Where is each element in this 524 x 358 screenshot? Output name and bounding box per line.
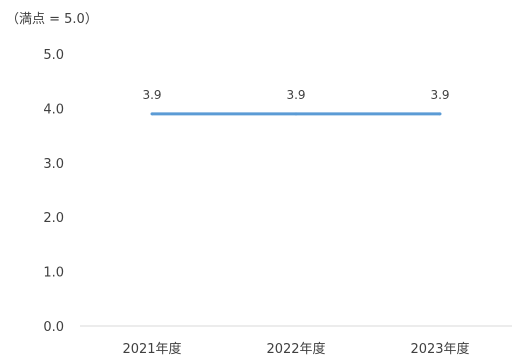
y-tick-label: 0.0 bbox=[43, 320, 64, 335]
y-tick-label: 1.0 bbox=[43, 266, 64, 281]
x-axis: 2021年度 2022年度 2023年度 bbox=[122, 341, 469, 357]
x-tick-label: 2021年度 bbox=[122, 341, 181, 357]
data-labels: 3.9 3.9 3.9 bbox=[142, 88, 449, 102]
y-tick-label: 3.0 bbox=[43, 157, 64, 172]
x-tick-label: 2023年度 bbox=[410, 341, 469, 357]
y-tick-label: 4.0 bbox=[43, 102, 64, 117]
y-tick-label: 2.0 bbox=[43, 211, 64, 226]
y-tick-label: 5.0 bbox=[43, 48, 64, 63]
unit-label: （満点 = 5.0） bbox=[6, 12, 98, 27]
x-tick-label: 2022年度 bbox=[266, 341, 325, 357]
data-point bbox=[438, 112, 442, 116]
data-label: 3.9 bbox=[286, 88, 305, 102]
data-point bbox=[150, 112, 154, 116]
series-layer bbox=[150, 112, 442, 116]
y-axis: 0.0 1.0 2.0 3.0 4.0 5.0 bbox=[43, 48, 64, 335]
data-point bbox=[294, 112, 298, 116]
data-label: 3.9 bbox=[430, 88, 449, 102]
data-label: 3.9 bbox=[142, 88, 161, 102]
